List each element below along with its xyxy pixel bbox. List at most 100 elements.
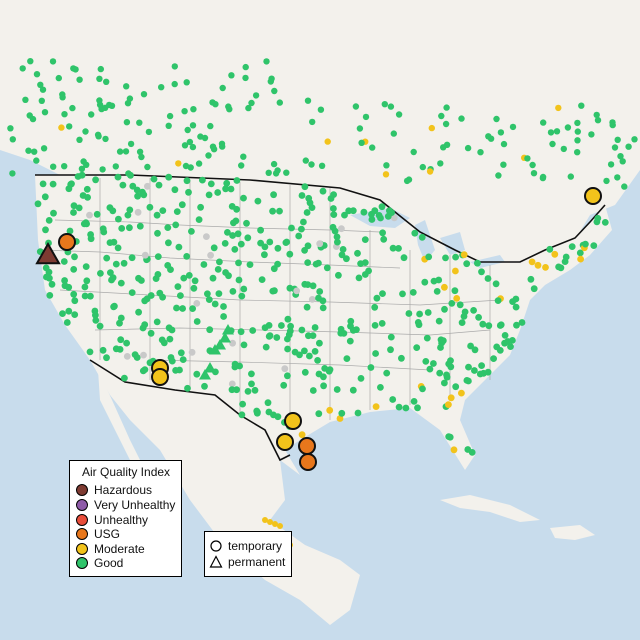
monitor-dot — [372, 403, 380, 410]
monitor-dot — [123, 339, 130, 347]
monitor-dot — [84, 194, 91, 201]
monitor-dot — [330, 205, 337, 212]
monitor-dot — [123, 119, 131, 126]
monitor-dot — [309, 332, 317, 339]
monitor-dot — [238, 292, 246, 300]
monitor-dot — [215, 290, 223, 297]
monitor-dot — [509, 123, 517, 131]
monitor-dot — [390, 214, 398, 222]
monitor-dot — [272, 521, 278, 527]
monitor-dot — [426, 168, 434, 175]
monitor-dot — [403, 177, 411, 185]
monitor-dot — [129, 182, 137, 190]
monitor-dot — [175, 243, 183, 251]
monitor-dot — [261, 251, 268, 259]
monitor-dot — [139, 367, 147, 375]
monitor-dot — [39, 180, 47, 188]
monitor-dot — [58, 124, 65, 131]
monitor-dot — [118, 225, 126, 232]
monitor-dot — [258, 276, 266, 283]
monitor-dot — [614, 136, 621, 143]
monitor-dot — [542, 264, 549, 271]
monitor-dot — [487, 135, 495, 142]
monitor-dot — [419, 385, 426, 393]
monitor-dot — [180, 274, 188, 282]
monitor-dot — [183, 253, 191, 260]
monitor-dot — [72, 66, 79, 73]
monitor-dot — [594, 214, 602, 222]
monitor-dot — [274, 260, 281, 268]
monitor-dot — [274, 244, 282, 252]
monitor-dot — [430, 277, 438, 285]
monitor-dot — [470, 307, 477, 314]
monitor-dot — [361, 271, 369, 278]
monitor-dot — [496, 347, 504, 354]
monitor-dot — [293, 287, 301, 295]
monitor-dot — [166, 335, 174, 343]
monitor-dot — [617, 153, 624, 160]
monitor-dot — [212, 101, 219, 108]
monitor-dot — [399, 290, 406, 298]
monitor-dot — [352, 103, 360, 110]
monitor-dot — [125, 224, 133, 232]
monitor-dot — [165, 239, 172, 247]
monitor-dot — [419, 163, 426, 171]
monitor-dot — [80, 158, 87, 165]
monitor-dot — [181, 142, 189, 149]
monitor-dot — [400, 254, 408, 262]
monitor-dot — [76, 136, 83, 143]
monitor-dot — [238, 411, 246, 419]
monitor-dot — [117, 336, 125, 344]
monitor-dot — [239, 400, 247, 408]
monitor-dot — [46, 292, 54, 299]
monitor-dot — [284, 345, 291, 353]
monitor-dot — [343, 355, 351, 362]
monitor-dot — [424, 309, 432, 316]
monitor-dot — [319, 187, 327, 195]
monitor-dot — [315, 410, 323, 418]
monitor-dot — [395, 245, 402, 252]
monitor-dot — [308, 161, 315, 168]
monitor-dot — [158, 336, 166, 344]
monitor-dot — [210, 244, 218, 252]
monitor-dot — [284, 372, 291, 380]
monitor-dot — [197, 203, 205, 211]
monitor-dot — [244, 388, 252, 395]
monitor-dot — [144, 182, 151, 190]
monitor-dot — [230, 219, 237, 227]
monitor-dot — [387, 346, 394, 354]
monitor-dot — [452, 267, 459, 275]
cuba-island — [440, 495, 540, 522]
monitor-dot — [528, 258, 536, 266]
monitor-dot — [166, 112, 174, 120]
monitor-dot — [147, 292, 155, 299]
monitor-dot — [70, 202, 78, 210]
monitor-dot — [49, 180, 57, 188]
monitor-dot — [123, 353, 131, 360]
monitor-dot — [477, 149, 484, 156]
monitor-dot — [611, 144, 619, 151]
monitor-dot — [546, 245, 554, 253]
monitor-dot — [303, 209, 311, 216]
monitor-dot — [316, 240, 324, 248]
monitor-dot — [601, 219, 609, 226]
monitor-dot — [467, 342, 474, 350]
monitor-dot — [224, 229, 231, 236]
monitor-dot — [42, 264, 50, 272]
monitor-dot — [38, 97, 45, 105]
legend-item-very-unhealthy: Very Unhealthy — [76, 498, 175, 512]
monitor-dot — [383, 369, 391, 377]
monitor-dot — [150, 175, 158, 183]
monitor-dot — [171, 63, 178, 70]
monitor-dot — [237, 328, 245, 336]
monitor-dot — [402, 404, 410, 412]
monitor-dot — [302, 157, 309, 164]
monitor-dot — [438, 112, 445, 120]
monitor-dot — [588, 131, 595, 138]
monitor-dot — [358, 139, 365, 146]
legend-item-usg: USG — [76, 527, 120, 541]
monitor-dot — [272, 170, 280, 177]
monitor-dot — [493, 115, 500, 123]
monitor-dot — [254, 197, 262, 205]
monitor-dot — [383, 162, 390, 169]
